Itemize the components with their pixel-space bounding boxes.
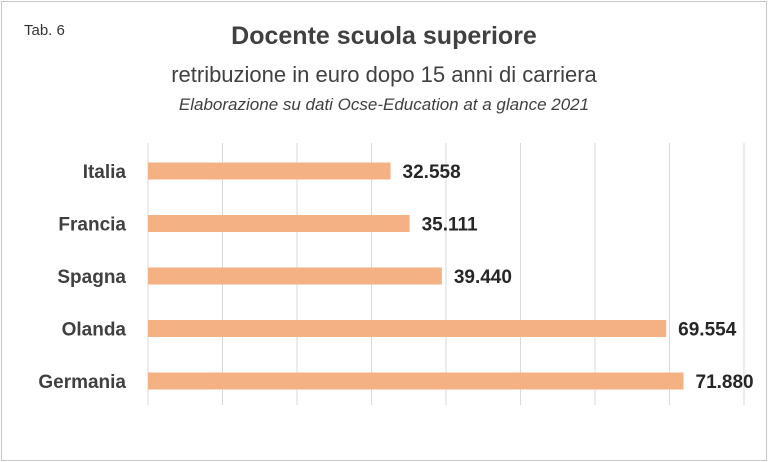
value-label-spagna: 39.440 (454, 267, 512, 288)
value-label-olanda: 69.554 (678, 320, 737, 341)
chart-source-note: Elaborazione su dati Ocse-Education at a… (178, 95, 590, 114)
category-label-olanda: Olanda (62, 320, 127, 341)
category-label-italia: Italia (83, 162, 127, 183)
category-label-spagna: Spagna (57, 267, 126, 288)
chart-subtitle: retribuzione in euro dopo 15 anni di car… (171, 62, 597, 87)
bar-olanda (148, 320, 667, 337)
value-label-francia: 35.111 (422, 215, 478, 236)
table-number-label: Tab. 6 (24, 22, 65, 39)
value-label-germania: 71.880 (696, 372, 754, 393)
bar-italia (148, 162, 391, 180)
bar-francia (148, 215, 410, 232)
chart-title: Docente scuola superiore (231, 22, 537, 50)
value-label-italia: 32.558 (403, 162, 461, 183)
category-label-francia: Francia (58, 215, 126, 236)
category-label-germania: Germania (38, 372, 126, 393)
bar-spagna (148, 267, 442, 285)
bar-germania (148, 372, 684, 390)
